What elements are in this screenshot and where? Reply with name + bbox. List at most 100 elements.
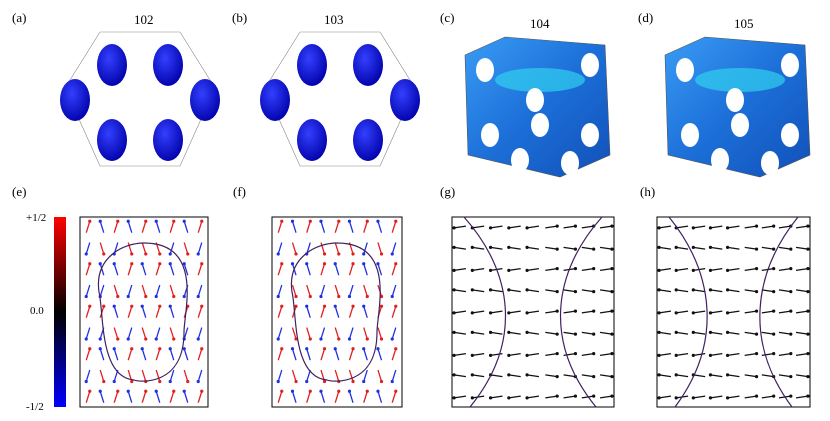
spin-head bbox=[351, 304, 355, 308]
spin-arrow bbox=[599, 310, 613, 314]
spin-head bbox=[140, 347, 144, 351]
spin-head bbox=[725, 268, 730, 272]
spin-head bbox=[725, 226, 730, 230]
spin-arrow bbox=[99, 263, 105, 276]
spin-head bbox=[772, 309, 776, 313]
spin-arrow bbox=[183, 391, 189, 403]
spin-head bbox=[337, 219, 341, 223]
spin-arrow bbox=[545, 289, 558, 293]
spin-arrow bbox=[348, 348, 354, 361]
spin-head bbox=[390, 252, 394, 256]
spin-arrow bbox=[472, 352, 485, 357]
spin-head bbox=[308, 337, 312, 341]
spin-arrow bbox=[306, 327, 311, 340]
spin-arrow bbox=[693, 225, 706, 229]
panel-label: (g) bbox=[440, 184, 455, 199]
spin-head bbox=[200, 304, 204, 308]
spin-head bbox=[158, 304, 162, 308]
spin-head bbox=[691, 311, 695, 315]
spin-arrow bbox=[581, 267, 594, 272]
spin-arrow bbox=[658, 310, 672, 314]
spin-head bbox=[657, 330, 661, 334]
spin-arrow bbox=[277, 306, 283, 318]
spin-head bbox=[144, 294, 148, 299]
panel-label: (c) bbox=[440, 10, 454, 25]
spin-arrow bbox=[377, 369, 383, 382]
spin-head bbox=[754, 267, 759, 271]
spin-arrow bbox=[155, 221, 161, 233]
panel-label: (h) bbox=[640, 184, 655, 199]
spin-arrow bbox=[169, 221, 175, 233]
spin-arrow bbox=[453, 225, 467, 229]
spin-head bbox=[322, 304, 327, 308]
spin-arrow bbox=[391, 306, 397, 318]
spin-head bbox=[725, 245, 730, 249]
spin-head bbox=[806, 332, 810, 336]
hole bbox=[526, 88, 544, 112]
spin-arrow bbox=[197, 327, 203, 340]
spin-head bbox=[452, 373, 456, 377]
spin-arrow bbox=[183, 327, 189, 340]
blob bbox=[353, 119, 383, 161]
spin-arrow bbox=[744, 331, 757, 335]
spin-arrow bbox=[169, 242, 175, 255]
spin-head bbox=[333, 347, 337, 351]
spin-arrow bbox=[85, 221, 91, 233]
spin-head bbox=[592, 309, 596, 313]
spin-head bbox=[789, 332, 793, 336]
blob bbox=[97, 119, 127, 161]
spin-head bbox=[130, 379, 134, 384]
spin-arrow bbox=[693, 331, 706, 335]
spin-head bbox=[88, 347, 92, 351]
spin-head bbox=[507, 373, 511, 377]
spin-arrow bbox=[727, 225, 740, 229]
spin-head bbox=[592, 290, 596, 294]
spin-head bbox=[276, 379, 280, 384]
field-frame bbox=[451, 216, 615, 408]
spin-arrow bbox=[334, 242, 340, 255]
hole bbox=[761, 151, 779, 175]
spin-head bbox=[390, 337, 394, 341]
spin-head bbox=[470, 373, 474, 377]
spin-arrow bbox=[676, 267, 689, 272]
spin-arrow bbox=[761, 395, 774, 399]
spin-arrow bbox=[306, 306, 311, 318]
spin-arrow bbox=[490, 289, 503, 293]
panel-label: (d) bbox=[638, 10, 653, 25]
spin-head bbox=[305, 379, 309, 384]
spin-arrow bbox=[391, 327, 397, 340]
spin-arrow bbox=[155, 391, 161, 403]
spin-arrow bbox=[710, 246, 723, 250]
spin-head bbox=[322, 379, 327, 384]
spin-head bbox=[806, 290, 810, 294]
spin-arrow bbox=[490, 395, 503, 399]
spin-arrow bbox=[710, 395, 723, 399]
spin-arrow bbox=[141, 369, 147, 382]
spin-head bbox=[691, 353, 695, 357]
panel-title: 105 bbox=[734, 16, 754, 31]
spin-head bbox=[130, 304, 134, 308]
spin-head bbox=[507, 330, 511, 334]
spin-head bbox=[806, 375, 810, 379]
blob bbox=[260, 79, 290, 121]
colorbar-label: -1/2 bbox=[26, 401, 44, 413]
spin-arrow bbox=[545, 310, 558, 314]
spin-head bbox=[351, 347, 355, 351]
spin-arrow bbox=[563, 225, 576, 229]
spin-head bbox=[347, 219, 352, 223]
spin-head bbox=[337, 389, 341, 393]
colorbar: +1/2 0.0 -1/2 bbox=[26, 212, 66, 413]
spin-head bbox=[308, 389, 312, 393]
spin-head bbox=[610, 224, 614, 228]
spin-head bbox=[333, 304, 337, 308]
spin-fields bbox=[79, 216, 811, 408]
spin-arrow bbox=[710, 289, 723, 293]
spin-arrow bbox=[155, 327, 161, 340]
hole bbox=[711, 148, 729, 172]
spin-head bbox=[376, 262, 380, 266]
spin-head bbox=[691, 330, 695, 334]
spin-head bbox=[573, 224, 578, 228]
spin-arrow bbox=[727, 374, 740, 378]
spin-arrow bbox=[334, 284, 340, 297]
spin-head bbox=[362, 304, 366, 308]
